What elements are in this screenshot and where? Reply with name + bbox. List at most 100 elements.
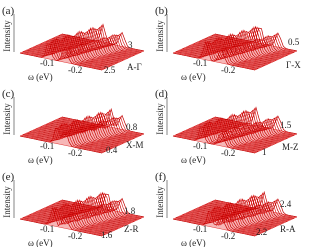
y-axis-label: Intensity — [2, 103, 12, 135]
surface-line — [206, 29, 289, 56]
surface-line — [32, 34, 115, 65]
surface-line — [172, 40, 256, 71]
surface-line — [200, 29, 283, 58]
surface-line — [174, 40, 257, 70]
surface-line — [44, 200, 127, 226]
panel: (c) Intensity ω (eV) -0.1 -0.2 — [2, 88, 145, 165]
surface-line — [32, 203, 115, 231]
surface-line — [208, 27, 291, 55]
x-tick-label: -0.2 — [221, 231, 235, 241]
surface-line — [200, 114, 283, 141]
surface-line — [214, 190, 298, 218]
y-axis-label: Intensity — [155, 186, 165, 218]
surface-line — [202, 113, 285, 141]
k-axis-label: Γ-X — [286, 60, 301, 70]
surface-line — [49, 195, 132, 224]
surface-line — [182, 122, 265, 149]
k-axis-label: Z-R — [124, 224, 139, 234]
surface-line — [182, 36, 265, 66]
k-tick-label: 0.5 — [288, 37, 300, 47]
surface-line — [172, 210, 256, 237]
x-axis-label: ω (eV) — [181, 155, 206, 165]
surface-line — [213, 107, 296, 136]
surface-line — [208, 194, 291, 221]
surface-line — [47, 31, 130, 58]
surface-line — [189, 117, 272, 147]
surface-line — [61, 107, 145, 135]
surface-line — [58, 111, 141, 136]
surface-line — [177, 120, 260, 152]
surface-line — [55, 193, 138, 221]
surface-line — [60, 109, 143, 136]
surface-line — [24, 208, 107, 235]
figure: (a) Intensity ω (eV) -0.1 -0.2 2.5 3 A-Γ (b) Inte… — [2, 5, 301, 247]
surface-line — [200, 199, 283, 224]
surface-line — [29, 202, 112, 232]
x-axis-label: ω (eV) — [181, 238, 206, 247]
surface-line — [192, 118, 275, 145]
surface-line — [49, 30, 132, 58]
surface-line — [60, 192, 143, 219]
surface-line — [174, 124, 257, 153]
surface-line — [176, 41, 259, 69]
surface-line — [36, 34, 119, 64]
panel: (a) Intensity ω (eV) -0.1 -0.2 — [2, 5, 145, 82]
surface-line — [210, 26, 293, 54]
k-axis-label: R-A — [280, 224, 296, 234]
surface-line — [31, 36, 114, 66]
x-axis-label: ω (eV) — [28, 238, 53, 247]
surface-line — [206, 194, 289, 222]
x-tick-label: -0.2 — [68, 148, 82, 158]
surface-line — [40, 32, 124, 61]
surface-line — [47, 116, 130, 141]
surface-line — [198, 31, 281, 59]
surface-line — [179, 120, 262, 151]
surface-line — [28, 203, 111, 233]
k-axis-label: M-Z — [282, 142, 299, 152]
surface-line — [47, 195, 130, 224]
y-axis-label: Intensity — [155, 103, 165, 135]
surface-line — [214, 106, 298, 135]
surface-line — [197, 34, 280, 60]
k-tick-label: 1.8 — [124, 206, 136, 216]
x-tick-label: -0.1 — [193, 141, 207, 151]
surface-line — [42, 200, 125, 227]
surface-line — [205, 30, 288, 56]
surface-line — [213, 192, 296, 219]
surface-line — [42, 30, 125, 61]
y-axis-label: Intensity — [2, 20, 12, 52]
panel: (f) Intensity ω (eV) -0.1 -0.2 — [155, 171, 298, 247]
surface-line — [58, 26, 141, 53]
surface-line — [49, 115, 132, 141]
surface-line — [185, 117, 268, 148]
surface-line — [53, 111, 136, 139]
surface-line — [29, 39, 112, 66]
surface-line — [34, 204, 117, 230]
surface-line — [21, 41, 104, 70]
surface-line — [61, 193, 145, 218]
surface-line — [213, 26, 296, 53]
surface-line — [211, 25, 294, 53]
surface-line — [57, 192, 140, 220]
surface-line — [57, 28, 140, 54]
surface-line — [177, 42, 260, 69]
surface-line — [39, 35, 122, 62]
panel-label: (c) — [2, 88, 15, 100]
surface-line — [211, 194, 294, 219]
panel-label: (b) — [155, 5, 168, 17]
surface-line — [202, 198, 285, 224]
surface-line — [58, 191, 141, 219]
surface-line — [197, 113, 280, 143]
k-tick-label: 2.5 — [104, 65, 116, 75]
surface-line — [26, 37, 109, 68]
surface-line — [187, 117, 270, 147]
x-axis-label: ω (eV) — [28, 72, 53, 82]
y-axis-label: Intensity — [2, 186, 12, 218]
surface-line — [61, 23, 145, 52]
panel-label: (e) — [2, 171, 15, 183]
surface-line — [53, 26, 136, 56]
k-tick-label: 1 — [262, 147, 267, 157]
surface-line — [210, 196, 293, 220]
surface-line — [176, 121, 259, 152]
x-axis-label: ω (eV) — [181, 72, 206, 82]
